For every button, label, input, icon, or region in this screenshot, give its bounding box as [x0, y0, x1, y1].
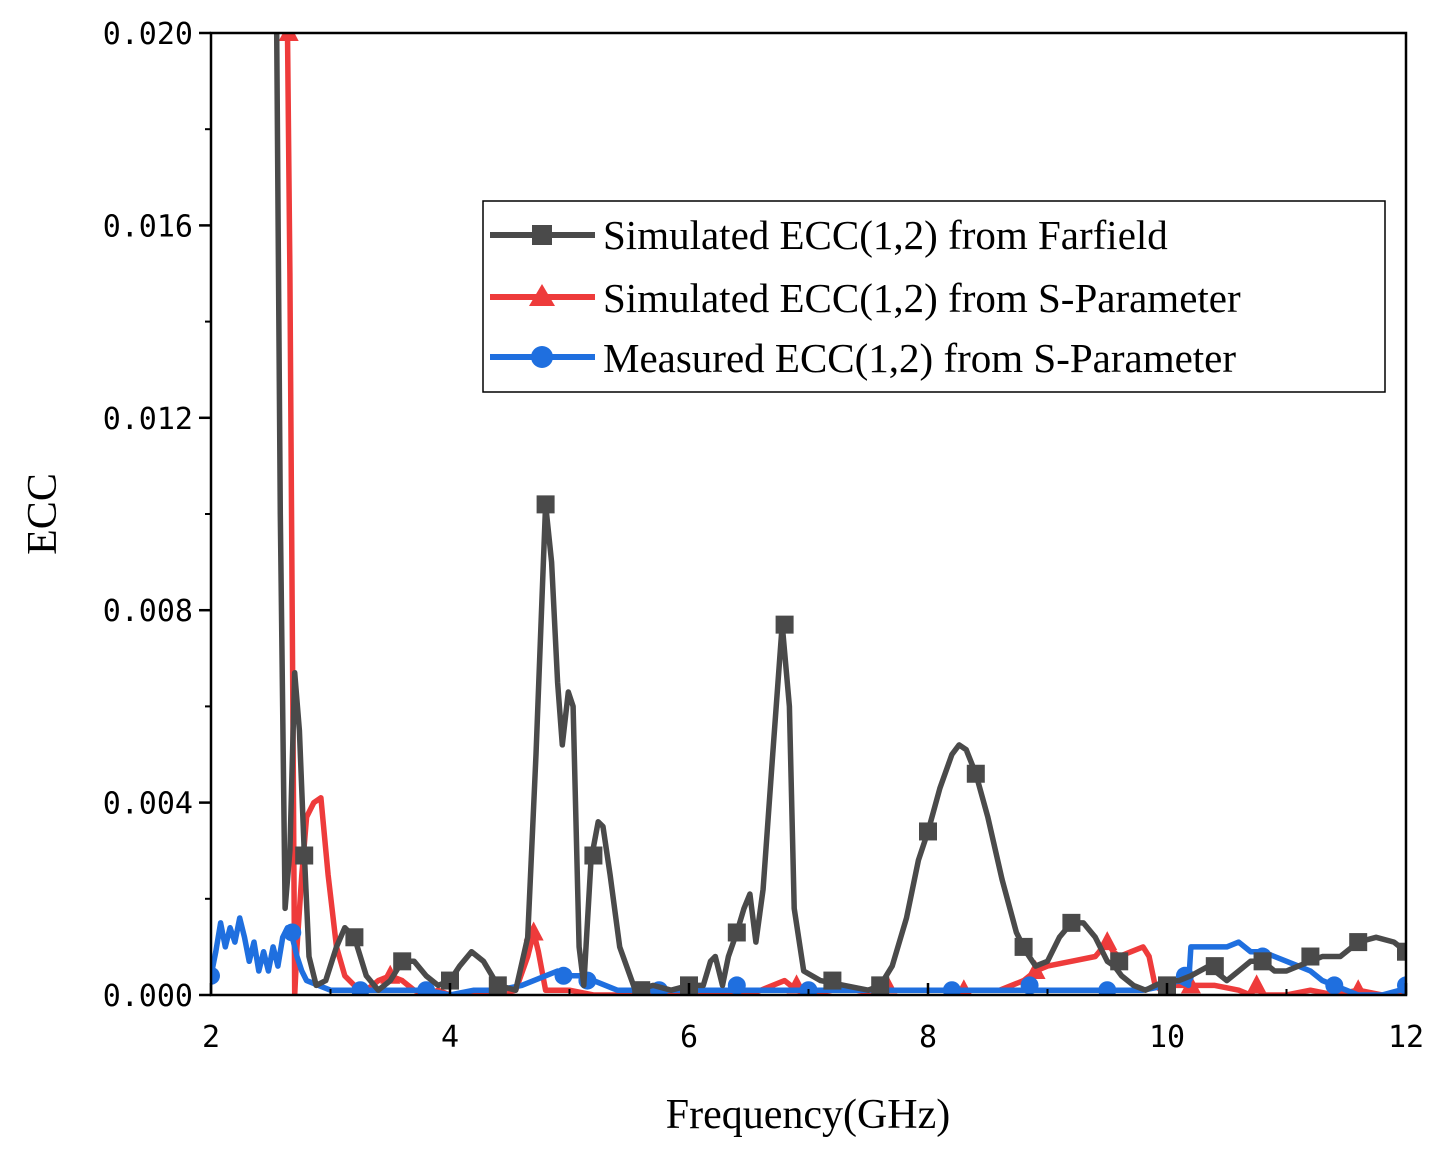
x-tick-label: 8 [919, 1020, 937, 1055]
data-point-marker [966, 764, 985, 783]
data-point-marker [632, 981, 651, 995]
series-1 [278, 33, 1406, 995]
data-point-marker [584, 846, 603, 865]
data-point-marker [1098, 981, 1117, 995]
data-point-marker [1325, 976, 1344, 995]
data-point-marker [417, 981, 436, 995]
data-point-marker [393, 952, 412, 971]
data-point-marker [727, 923, 746, 942]
data-point-marker [278, 33, 299, 41]
data-point-marker [799, 981, 818, 995]
data-point-marker [295, 846, 314, 865]
data-point-marker [536, 495, 555, 514]
data-point-marker [1349, 933, 1368, 952]
x-tick-label: 10 [1149, 1020, 1185, 1055]
data-point-marker [1253, 952, 1272, 971]
x-tick-label: 4 [441, 1020, 459, 1055]
data-point-marker [488, 976, 507, 995]
x-axis-title: Frequency(GHz) [666, 1092, 951, 1138]
series-line [211, 915, 1406, 995]
data-point-marker [1025, 959, 1046, 979]
y-tick-label: 0.000 [103, 979, 193, 1014]
data-point-marker [1246, 974, 1267, 994]
legend-label-meas-sparam: Measured ECC(1,2) from S-Parameter [603, 335, 1236, 381]
legend-entry-sim-sparam: Simulated ECC(1,2) from S-Parameter [490, 275, 1241, 321]
data-point-marker [283, 923, 302, 942]
x-tick-label: 2 [202, 1020, 220, 1055]
data-point-marker [554, 966, 573, 985]
series-0 [273, 33, 1406, 995]
legend-box [482, 200, 1386, 393]
data-point-marker [1014, 937, 1033, 956]
data-point-marker [351, 981, 370, 995]
legend-marker-farfield [532, 225, 552, 245]
y-axis: 0.000 0.004 0.008 0.012 0.016 0.020 [103, 17, 211, 1014]
data-point-marker [1301, 947, 1320, 966]
y-tick-label: 0.008 [103, 594, 193, 629]
series-layer [211, 33, 1406, 995]
x-axis: 2 4 6 8 10 12 [202, 983, 1424, 1055]
legend-marker-sim-sparam [529, 284, 555, 306]
data-point-marker [1062, 913, 1081, 932]
data-point-marker [211, 966, 220, 985]
x-tick-label: 12 [1388, 1020, 1424, 1055]
legend-label-sim-sparam: Simulated ECC(1,2) from S-Parameter [603, 275, 1241, 321]
data-point-marker [1110, 952, 1129, 971]
data-point-marker [823, 971, 842, 990]
legend-entry-farfield: Simulated ECC(1,2) from Farfield [490, 212, 1168, 258]
data-point-marker [942, 981, 961, 995]
y-tick-label: 0.016 [103, 209, 193, 244]
data-point-marker [871, 976, 890, 995]
data-point-marker [1205, 957, 1224, 976]
series-line [273, 33, 1406, 993]
series-line [282, 33, 1406, 995]
legend-label-farfield: Simulated ECC(1,2) from Farfield [603, 212, 1168, 258]
data-point-marker [1020, 976, 1039, 995]
y-tick-label: 0.020 [103, 17, 193, 52]
x-tick-label: 6 [680, 1020, 698, 1055]
legend-entry-meas-sparam: Measured ECC(1,2) from S-Parameter [490, 335, 1236, 381]
y-tick-label: 0.012 [103, 402, 193, 437]
data-point-marker [380, 964, 401, 984]
data-point-marker [345, 928, 364, 947]
data-point-marker [1397, 942, 1406, 961]
data-point-marker [1397, 976, 1406, 995]
y-tick-label: 0.004 [103, 787, 193, 822]
plot-frame [209, 31, 1408, 997]
data-point-marker [441, 971, 459, 990]
data-point-marker [727, 976, 746, 995]
legend-marker-meas-sparam [531, 346, 553, 368]
y-axis-title: ECC [20, 473, 66, 555]
legend: Simulated ECC(1,2) from Farfield Simulat… [482, 200, 1386, 393]
data-point-marker [775, 615, 794, 634]
data-point-marker [919, 822, 937, 841]
